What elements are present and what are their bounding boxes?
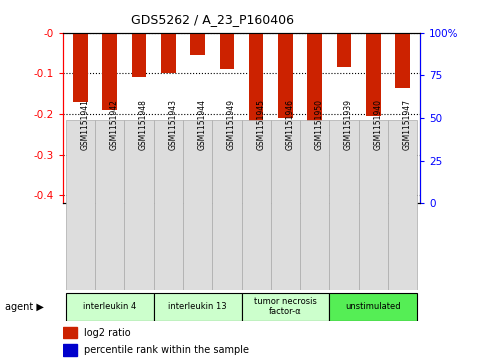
FancyBboxPatch shape: [359, 120, 388, 290]
Point: [76, 137, 84, 143]
FancyBboxPatch shape: [66, 293, 154, 321]
Bar: [278, 33, 293, 118]
Point: [164, 135, 172, 141]
FancyBboxPatch shape: [329, 120, 359, 290]
Text: interleukin 13: interleukin 13: [168, 302, 227, 311]
Point: [223, 135, 231, 141]
Text: GSM1151940: GSM1151940: [373, 99, 383, 150]
FancyBboxPatch shape: [154, 293, 242, 321]
Point: [106, 141, 114, 147]
Text: GSM1151939: GSM1151939: [344, 99, 353, 150]
Text: GSM1151945: GSM1151945: [256, 99, 265, 150]
Bar: [63, 344, 77, 356]
Bar: [366, 33, 381, 116]
Bar: [73, 33, 88, 102]
Text: GSM1151942: GSM1151942: [110, 99, 119, 150]
FancyBboxPatch shape: [154, 120, 183, 290]
Bar: [249, 33, 263, 181]
Text: log2 ratio: log2 ratio: [84, 327, 131, 338]
FancyBboxPatch shape: [183, 120, 212, 290]
FancyBboxPatch shape: [329, 293, 417, 321]
Text: tumor necrosis
factor-α: tumor necrosis factor-α: [254, 297, 317, 317]
Text: GSM1151943: GSM1151943: [168, 99, 177, 150]
FancyBboxPatch shape: [124, 120, 154, 290]
Bar: [395, 33, 410, 87]
FancyBboxPatch shape: [388, 120, 417, 290]
FancyBboxPatch shape: [300, 120, 329, 290]
Text: GDS5262 / A_23_P160406: GDS5262 / A_23_P160406: [131, 13, 294, 26]
Bar: [161, 33, 176, 73]
FancyBboxPatch shape: [95, 120, 124, 290]
Point: [252, 171, 260, 177]
Text: agent ▶: agent ▶: [5, 302, 43, 312]
FancyBboxPatch shape: [242, 293, 329, 321]
FancyBboxPatch shape: [271, 120, 300, 290]
FancyBboxPatch shape: [242, 120, 271, 290]
Bar: [102, 33, 117, 110]
Text: percentile rank within the sample: percentile rank within the sample: [84, 345, 249, 355]
FancyBboxPatch shape: [212, 120, 242, 290]
Text: GSM1151947: GSM1151947: [403, 99, 412, 150]
Text: interleukin 4: interleukin 4: [83, 302, 136, 311]
Point: [282, 144, 289, 150]
Text: GSM1151948: GSM1151948: [139, 99, 148, 150]
Text: GSM1151946: GSM1151946: [285, 99, 295, 150]
Point: [194, 135, 201, 141]
Text: GSM1151941: GSM1151941: [80, 99, 89, 150]
Point: [399, 135, 407, 141]
Bar: [132, 33, 146, 77]
Text: GSM1151950: GSM1151950: [315, 99, 324, 150]
Point: [311, 152, 319, 158]
Bar: [63, 327, 77, 338]
Bar: [190, 33, 205, 55]
FancyBboxPatch shape: [66, 120, 95, 290]
Point: [340, 135, 348, 141]
Bar: [307, 33, 322, 173]
Bar: [220, 33, 234, 69]
Text: GSM1151949: GSM1151949: [227, 99, 236, 150]
Text: unstimulated: unstimulated: [345, 302, 401, 311]
Point: [369, 141, 377, 147]
Bar: [337, 33, 351, 67]
Point: [135, 135, 143, 141]
Text: GSM1151944: GSM1151944: [198, 99, 207, 150]
